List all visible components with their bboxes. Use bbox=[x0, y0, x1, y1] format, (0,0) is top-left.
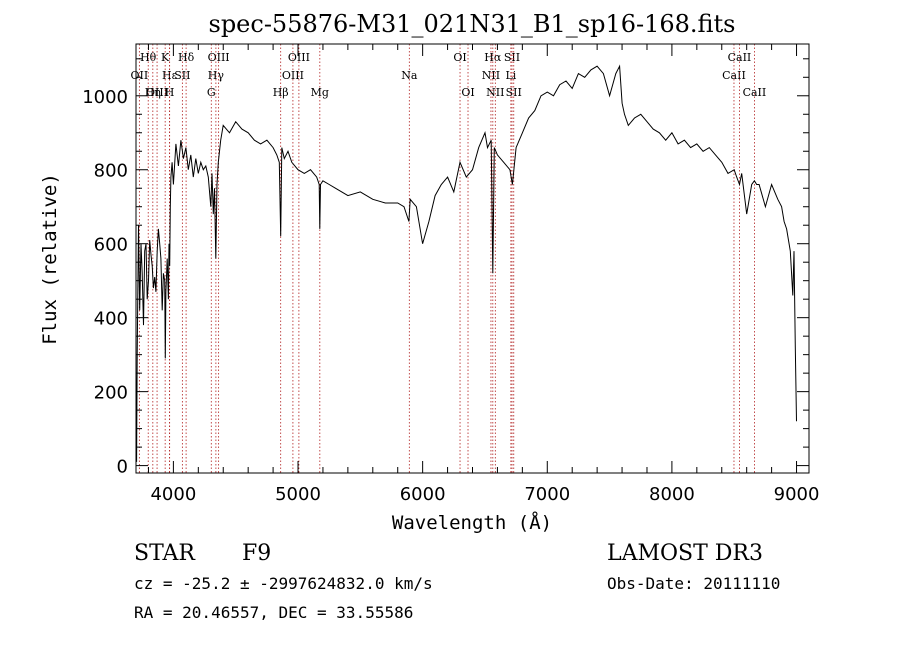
line-marker-label: SII bbox=[504, 51, 520, 64]
x-tick-label: 5000 bbox=[275, 484, 321, 505]
line-marker-label: SII bbox=[174, 69, 190, 82]
x-tick-label: 4000 bbox=[150, 484, 196, 505]
line-marker-label: G bbox=[207, 86, 216, 99]
y-tick-label: 200 bbox=[94, 383, 128, 404]
observation-date: Obs-Date: 20111110 bbox=[607, 574, 780, 593]
line-marker-label: Na bbox=[401, 69, 418, 82]
line-marker-label: Hγ bbox=[208, 69, 225, 82]
line-marker-label: Li bbox=[505, 69, 516, 82]
x-tick-label: 8000 bbox=[649, 484, 695, 505]
plot-frame bbox=[135, 43, 810, 474]
line-marker-label: K bbox=[161, 51, 170, 64]
line-marker-label: Hβ bbox=[273, 86, 289, 99]
object-subclass: F9 bbox=[242, 541, 271, 566]
y-tick-label: 800 bbox=[94, 161, 128, 182]
y-tick-label: 400 bbox=[94, 309, 128, 330]
y-tick-label: 1000 bbox=[82, 87, 128, 108]
line-marker-label: OIII bbox=[208, 51, 230, 64]
y-tick-label: 0 bbox=[117, 457, 128, 478]
line-marker-label: OI bbox=[461, 86, 474, 99]
coordinates: RA = 20.46557, DEC = 33.55586 bbox=[134, 603, 413, 622]
line-marker-label: Hθ bbox=[140, 51, 157, 64]
line-marker-label: NII bbox=[482, 69, 500, 82]
line-marker-label: OIII bbox=[288, 51, 310, 64]
redshift-info: cz = -25.2 ± -2997624832.0 km/s bbox=[134, 574, 433, 593]
line-marker-label: OIII bbox=[282, 69, 304, 82]
line-marker-label: CaII bbox=[743, 86, 767, 99]
spectrum-series-line bbox=[135, 64, 797, 462]
object-class: STAR bbox=[134, 541, 196, 566]
x-tick-label: 6000 bbox=[400, 484, 446, 505]
survey-name: LAMOST DR3 bbox=[607, 541, 763, 566]
line-marker-label: H bbox=[165, 86, 175, 99]
line-marker-label: Hδ bbox=[178, 51, 195, 64]
line-marker-label: SII bbox=[506, 86, 522, 99]
y-axis-label: Flux (relative) bbox=[39, 173, 61, 345]
line-marker-label: Mg bbox=[311, 86, 329, 99]
line-marker-label: CaII bbox=[728, 51, 752, 64]
line-marker-label: OI bbox=[453, 51, 466, 64]
chart-title: spec-55876-M31_021N31_B1_sp16-168.fits bbox=[209, 10, 736, 38]
line-marker-label: OIII bbox=[146, 86, 168, 99]
line-marker-label: Hα bbox=[484, 51, 502, 64]
line-marker-label: Hη bbox=[145, 86, 161, 99]
line-marker-label: NII bbox=[486, 86, 504, 99]
line-marker-label: OII bbox=[131, 69, 149, 82]
y-tick-label: 600 bbox=[94, 235, 128, 256]
x-tick-label: 7000 bbox=[524, 484, 570, 505]
axis-ticks: 4000 5000 6000 7000 8000 9000 0 200 400 600 800 100… bbox=[82, 44, 819, 505]
line-marker-label: CaII bbox=[722, 69, 746, 82]
x-tick-label: 9000 bbox=[774, 484, 820, 505]
x-axis-label: Wavelength (Å) bbox=[392, 511, 552, 534]
